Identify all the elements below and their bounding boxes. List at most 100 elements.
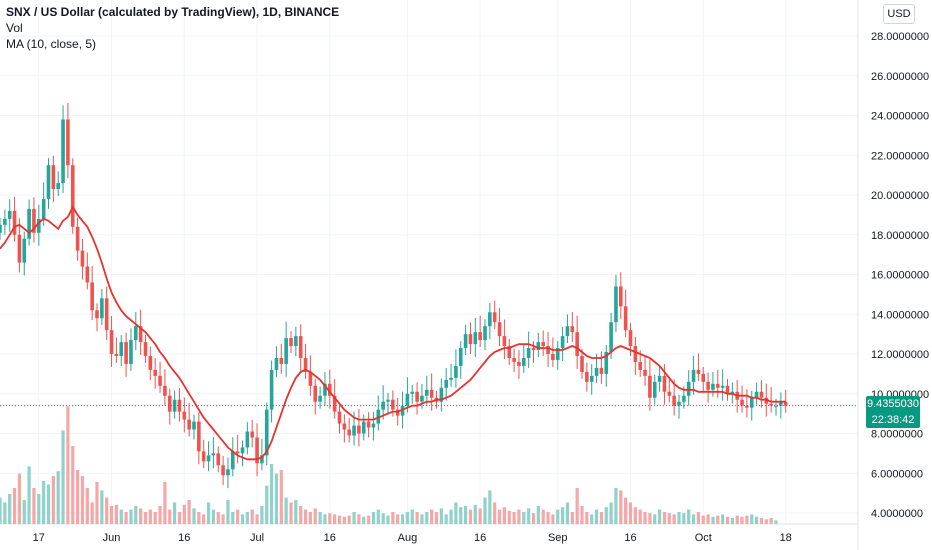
candle-body xyxy=(134,326,138,341)
candle-body xyxy=(260,455,264,464)
volume-bar xyxy=(648,513,652,524)
price-axis-label: 14.0000000 xyxy=(871,309,929,321)
candle-body xyxy=(148,355,153,370)
candle-body xyxy=(643,369,647,376)
candle-body xyxy=(337,411,342,424)
volume-bar xyxy=(410,509,414,524)
volume-bar xyxy=(493,502,497,524)
candle-body xyxy=(279,357,284,364)
volume-bar xyxy=(682,513,686,524)
volume-bar xyxy=(696,512,700,524)
volume-bar xyxy=(769,518,773,524)
candle-body xyxy=(366,421,371,428)
time-axis-label: 17 xyxy=(33,532,45,544)
volume-bar xyxy=(177,512,182,524)
volume-bar xyxy=(182,504,186,524)
price-axis-label: 6.0000000 xyxy=(871,468,923,480)
volume-bar xyxy=(105,497,109,524)
candle-body xyxy=(328,383,332,396)
volume-bar xyxy=(163,482,167,524)
candle-body xyxy=(468,334,473,345)
candle-body xyxy=(507,346,512,358)
volume-bar xyxy=(599,512,603,524)
volume-bar xyxy=(745,515,749,524)
candle-body xyxy=(90,282,94,311)
volume-bar xyxy=(502,507,506,524)
candle-body xyxy=(497,322,502,337)
candle-body xyxy=(80,250,85,267)
volume-bar xyxy=(483,497,487,524)
ma-label: MA (10, close, 5) xyxy=(6,37,97,51)
time-axis-label: Jun xyxy=(103,532,121,544)
volume-bar xyxy=(66,406,70,524)
candle-body xyxy=(70,165,75,227)
volume-bar xyxy=(391,512,395,524)
candle-body xyxy=(555,348,560,360)
candle-body xyxy=(667,391,672,396)
candle-body xyxy=(264,409,269,456)
candle-body xyxy=(284,338,288,364)
time-axis-label: Aug xyxy=(398,532,418,544)
candle-body xyxy=(255,437,259,464)
volume-bar xyxy=(27,466,31,524)
candle-body xyxy=(420,395,424,402)
candle-body xyxy=(158,375,162,386)
price-axis-label: 20.0000000 xyxy=(871,190,929,202)
volume-bar xyxy=(17,473,21,524)
candle-body xyxy=(458,348,463,366)
volume-bar xyxy=(221,514,225,524)
candle-body xyxy=(206,455,211,462)
volume-bar xyxy=(633,507,637,524)
candle-body xyxy=(483,326,487,341)
price-axis-label: 16.0000000 xyxy=(871,270,929,282)
volume-bar xyxy=(274,473,279,524)
candle-body xyxy=(250,431,254,438)
candle-body xyxy=(211,453,216,456)
candle-body xyxy=(56,183,60,190)
candle-body xyxy=(27,208,31,239)
candle-body xyxy=(361,421,366,434)
volume-bar xyxy=(173,502,177,524)
volume-bar xyxy=(226,500,230,524)
candle-body xyxy=(570,326,575,333)
volume-bar xyxy=(8,494,12,524)
candle-body xyxy=(371,423,376,428)
candle-body xyxy=(614,286,618,323)
candle-body xyxy=(633,346,638,362)
candle-body xyxy=(221,465,225,476)
candle-body xyxy=(754,391,759,398)
candle-body xyxy=(473,332,478,345)
candle-body xyxy=(512,357,516,362)
volume-bar xyxy=(90,502,94,524)
candle-body xyxy=(463,334,468,349)
candle-body xyxy=(619,286,623,307)
candle-body xyxy=(478,332,482,341)
candle-body xyxy=(124,342,128,364)
volume-bar xyxy=(211,509,215,524)
candle-body xyxy=(677,401,681,406)
volume-bar xyxy=(76,470,80,524)
volume-bar xyxy=(32,488,36,524)
volume-bar xyxy=(425,512,429,524)
candle-body xyxy=(410,391,415,394)
volume-bar xyxy=(250,509,254,524)
volume-bar xyxy=(570,512,574,524)
volume-bar xyxy=(488,490,492,524)
time-axis-label: 18 xyxy=(780,532,792,544)
candle-body xyxy=(575,332,579,356)
candle-body xyxy=(289,338,293,347)
volume-bar xyxy=(614,488,618,524)
volume-bar xyxy=(711,516,715,524)
candle-body xyxy=(691,369,696,382)
ma-line xyxy=(0,205,786,461)
currency-button[interactable]: USD xyxy=(883,4,915,24)
volume-bar xyxy=(667,513,671,524)
volume-bar xyxy=(342,516,346,524)
volume-bar xyxy=(109,506,114,524)
candle-body xyxy=(657,375,662,382)
volume-bar xyxy=(71,446,75,524)
candle-body xyxy=(672,395,676,406)
candle-body xyxy=(444,379,448,388)
candle-body xyxy=(61,119,65,184)
